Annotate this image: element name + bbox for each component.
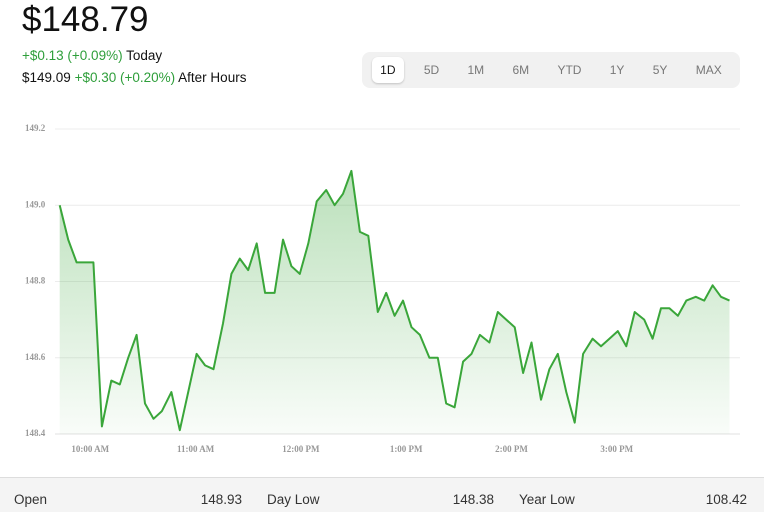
range-tab[interactable]: 5Y: [652, 63, 668, 77]
today-label: Today: [126, 48, 163, 63]
range-tab[interactable]: 5D: [423, 63, 440, 77]
price: $148.79: [22, 0, 149, 39]
area: [59, 170, 730, 434]
range-tabs: 1D 5D 1M 6M YTD 1Y 5Y MAX: [362, 52, 740, 88]
after-hours-change: +$0.30 (+0.20%): [74, 70, 176, 85]
range-tab[interactable]: MAX: [695, 63, 722, 77]
after-hours-row: $149.09 +$0.30 (+0.20%) After Hours: [22, 70, 246, 85]
range-tab[interactable]: YTD: [557, 63, 582, 77]
today-row: +$0.13 (+0.09%) Today: [22, 48, 162, 63]
stat-label: Year Low: [519, 492, 575, 507]
range-tab[interactable]: 1Y: [609, 63, 625, 77]
after-hours-label: After Hours: [178, 70, 247, 85]
x-tick-label: 11:00 AM: [177, 444, 215, 454]
stat-value: 148.38: [452, 492, 494, 507]
x-tick-label: 12:00 PM: [282, 444, 320, 454]
y-tick-label: 148.8: [25, 276, 46, 286]
y-tick-label: 148.4: [25, 428, 46, 438]
x-tick-label: 2:00 PM: [495, 444, 528, 454]
y-tick-label: 148.6: [25, 352, 46, 362]
x-tick-label: 1:00 PM: [390, 444, 423, 454]
x-tick-label: 10:00 AM: [71, 444, 109, 454]
stats-bar: Open 148.93 Day Low 148.38 Year Low 108.42: [0, 477, 764, 512]
range-tab[interactable]: 1D: [372, 57, 404, 83]
range-tab[interactable]: 1M: [467, 63, 485, 77]
price-line: [58, 169, 730, 432]
stat-value: 148.93: [200, 492, 242, 507]
y-tick-label: 149.2: [25, 123, 46, 133]
today-change: +$0.13 (+0.09%): [22, 48, 123, 63]
after-hours-price: $149.09: [22, 70, 71, 85]
stat-label: Open: [14, 492, 48, 507]
stat-value: 108.42: [705, 492, 747, 507]
chart: 148.4 148.6 148.8 149.0 149.2 10:00 AM 11:00 A…: [25, 123, 740, 454]
x-tick-label: 3:00 PM: [600, 444, 633, 454]
stat-label: Day Low: [267, 492, 320, 507]
range-tab[interactable]: 6M: [512, 63, 530, 77]
y-tick-label: 149.0: [25, 199, 46, 209]
